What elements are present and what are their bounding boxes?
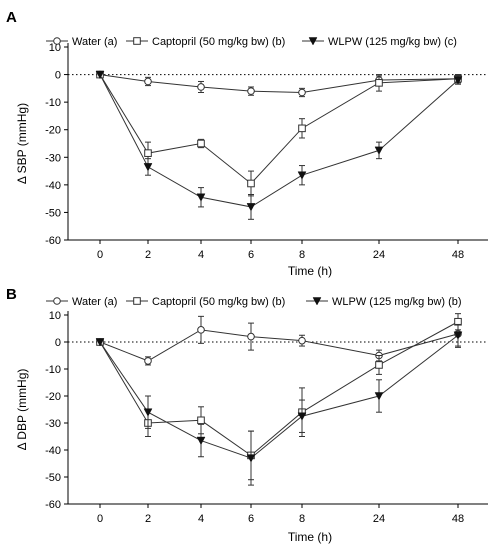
x-axis-title: Time (h) xyxy=(288,264,332,278)
x-tick-label: 6 xyxy=(248,513,254,525)
series-line xyxy=(99,329,459,362)
data-point xyxy=(144,77,152,86)
data-point xyxy=(247,87,255,95)
y-tick-label: -10 xyxy=(45,364,61,376)
data-point xyxy=(95,338,105,347)
data-point xyxy=(144,149,152,157)
data-point xyxy=(197,83,205,91)
legend-label: WLPW (125 mg/kg bw) (b) xyxy=(332,296,462,308)
series-3 xyxy=(95,70,463,220)
data-point xyxy=(297,171,307,180)
y-tick-label: 0 xyxy=(55,337,61,349)
y-tick-label: -30 xyxy=(45,152,61,164)
series-line xyxy=(99,334,459,459)
x-tick-label: 6 xyxy=(248,249,254,261)
y-tick-label: -20 xyxy=(45,391,61,403)
data-point xyxy=(298,124,306,133)
data-point xyxy=(196,193,206,202)
y-tick-label: -10 xyxy=(45,97,61,109)
x-tick-label: 8 xyxy=(299,249,305,261)
legend-marker xyxy=(133,37,141,45)
data-point xyxy=(247,179,255,188)
legend-marker xyxy=(312,297,322,306)
series-line xyxy=(99,74,459,185)
legend-item: WLPW (125 mg/kg bw) (c) xyxy=(302,36,457,48)
data-point xyxy=(375,361,383,369)
panel-letter: A xyxy=(6,9,17,26)
data-point xyxy=(375,79,383,87)
legend-marker xyxy=(53,37,61,45)
y-tick-label: 10 xyxy=(49,42,61,54)
data-point xyxy=(374,146,384,155)
series-1 xyxy=(96,70,462,98)
data-point xyxy=(297,412,307,421)
series-2 xyxy=(96,70,462,197)
series-1 xyxy=(96,315,462,366)
x-tick-label: 2 xyxy=(145,513,151,525)
x-tick-label: 48 xyxy=(452,513,464,525)
data-point xyxy=(453,76,463,85)
legend-label: Water (a) xyxy=(72,296,117,308)
legend: Water (a) Captopril (50 mg/kg bw) (b) WLPW… xyxy=(46,36,457,48)
x-tick-label: 4 xyxy=(198,513,204,525)
y-tick-label: -50 xyxy=(45,207,61,219)
data-point xyxy=(298,336,306,345)
legend-marker xyxy=(53,297,61,305)
y-axis-title: Δ SBP (mmHg) xyxy=(15,103,29,184)
legend-item: Captopril (50 mg/kg bw) (b) xyxy=(126,36,285,48)
x-tick-label: 0 xyxy=(97,513,103,525)
x-tick-label: 48 xyxy=(452,249,464,261)
y-tick-label: -30 xyxy=(45,418,61,430)
data-point xyxy=(374,392,384,401)
y-tick-label: -60 xyxy=(45,499,61,511)
legend-marker xyxy=(133,297,141,305)
data-point xyxy=(246,203,256,212)
y-tick-label: 10 xyxy=(49,310,61,322)
data-point xyxy=(143,163,153,172)
legend-label: Captopril (50 mg/kg bw) (b) xyxy=(152,296,285,308)
legend-item: WLPW (125 mg/kg bw) (b) xyxy=(306,296,462,308)
y-tick-label: -40 xyxy=(45,180,61,192)
legend-item: Water (a) xyxy=(46,36,117,48)
x-tick-label: 24 xyxy=(373,249,385,261)
x-tick-label: 2 xyxy=(145,249,151,261)
legend-label: Water (a) xyxy=(72,36,117,48)
x-tick-label: 4 xyxy=(198,249,204,261)
y-tick-label: 0 xyxy=(55,70,61,82)
series-line xyxy=(99,74,459,208)
y-tick-label: -60 xyxy=(45,235,61,247)
legend-item: Captopril (50 mg/kg bw) (b) xyxy=(126,296,285,308)
x-tick-label: 24 xyxy=(373,513,385,525)
legend: Water (a) Captopril (50 mg/kg bw) (b) WLPW… xyxy=(46,296,462,308)
data-point xyxy=(453,331,463,340)
data-point xyxy=(298,88,306,97)
series-3 xyxy=(95,323,463,486)
data-point xyxy=(144,357,152,365)
y-tick-label: -40 xyxy=(45,445,61,457)
data-point xyxy=(95,70,105,80)
legend-label: Captopril (50 mg/kg bw) (b) xyxy=(152,36,285,48)
data-point xyxy=(143,408,153,417)
data-point xyxy=(197,139,205,148)
data-point xyxy=(247,332,255,341)
data-point xyxy=(197,416,205,425)
x-axis-title: Time (h) xyxy=(288,530,332,544)
y-tick-label: -50 xyxy=(45,472,61,484)
data-point xyxy=(197,326,205,334)
x-tick-label: 0 xyxy=(97,249,103,261)
y-axis-title: Δ DBP (mmHg) xyxy=(15,369,29,451)
panel-letter: B xyxy=(6,286,17,303)
legend-marker xyxy=(308,37,318,46)
y-tick-label: -20 xyxy=(45,125,61,137)
data-point xyxy=(246,454,256,463)
legend-label: WLPW (125 mg/kg bw) (c) xyxy=(328,36,457,48)
x-tick-label: 8 xyxy=(299,513,305,525)
legend-item: Water (a) xyxy=(46,296,117,308)
series-line xyxy=(99,74,459,93)
data-point xyxy=(196,436,206,446)
